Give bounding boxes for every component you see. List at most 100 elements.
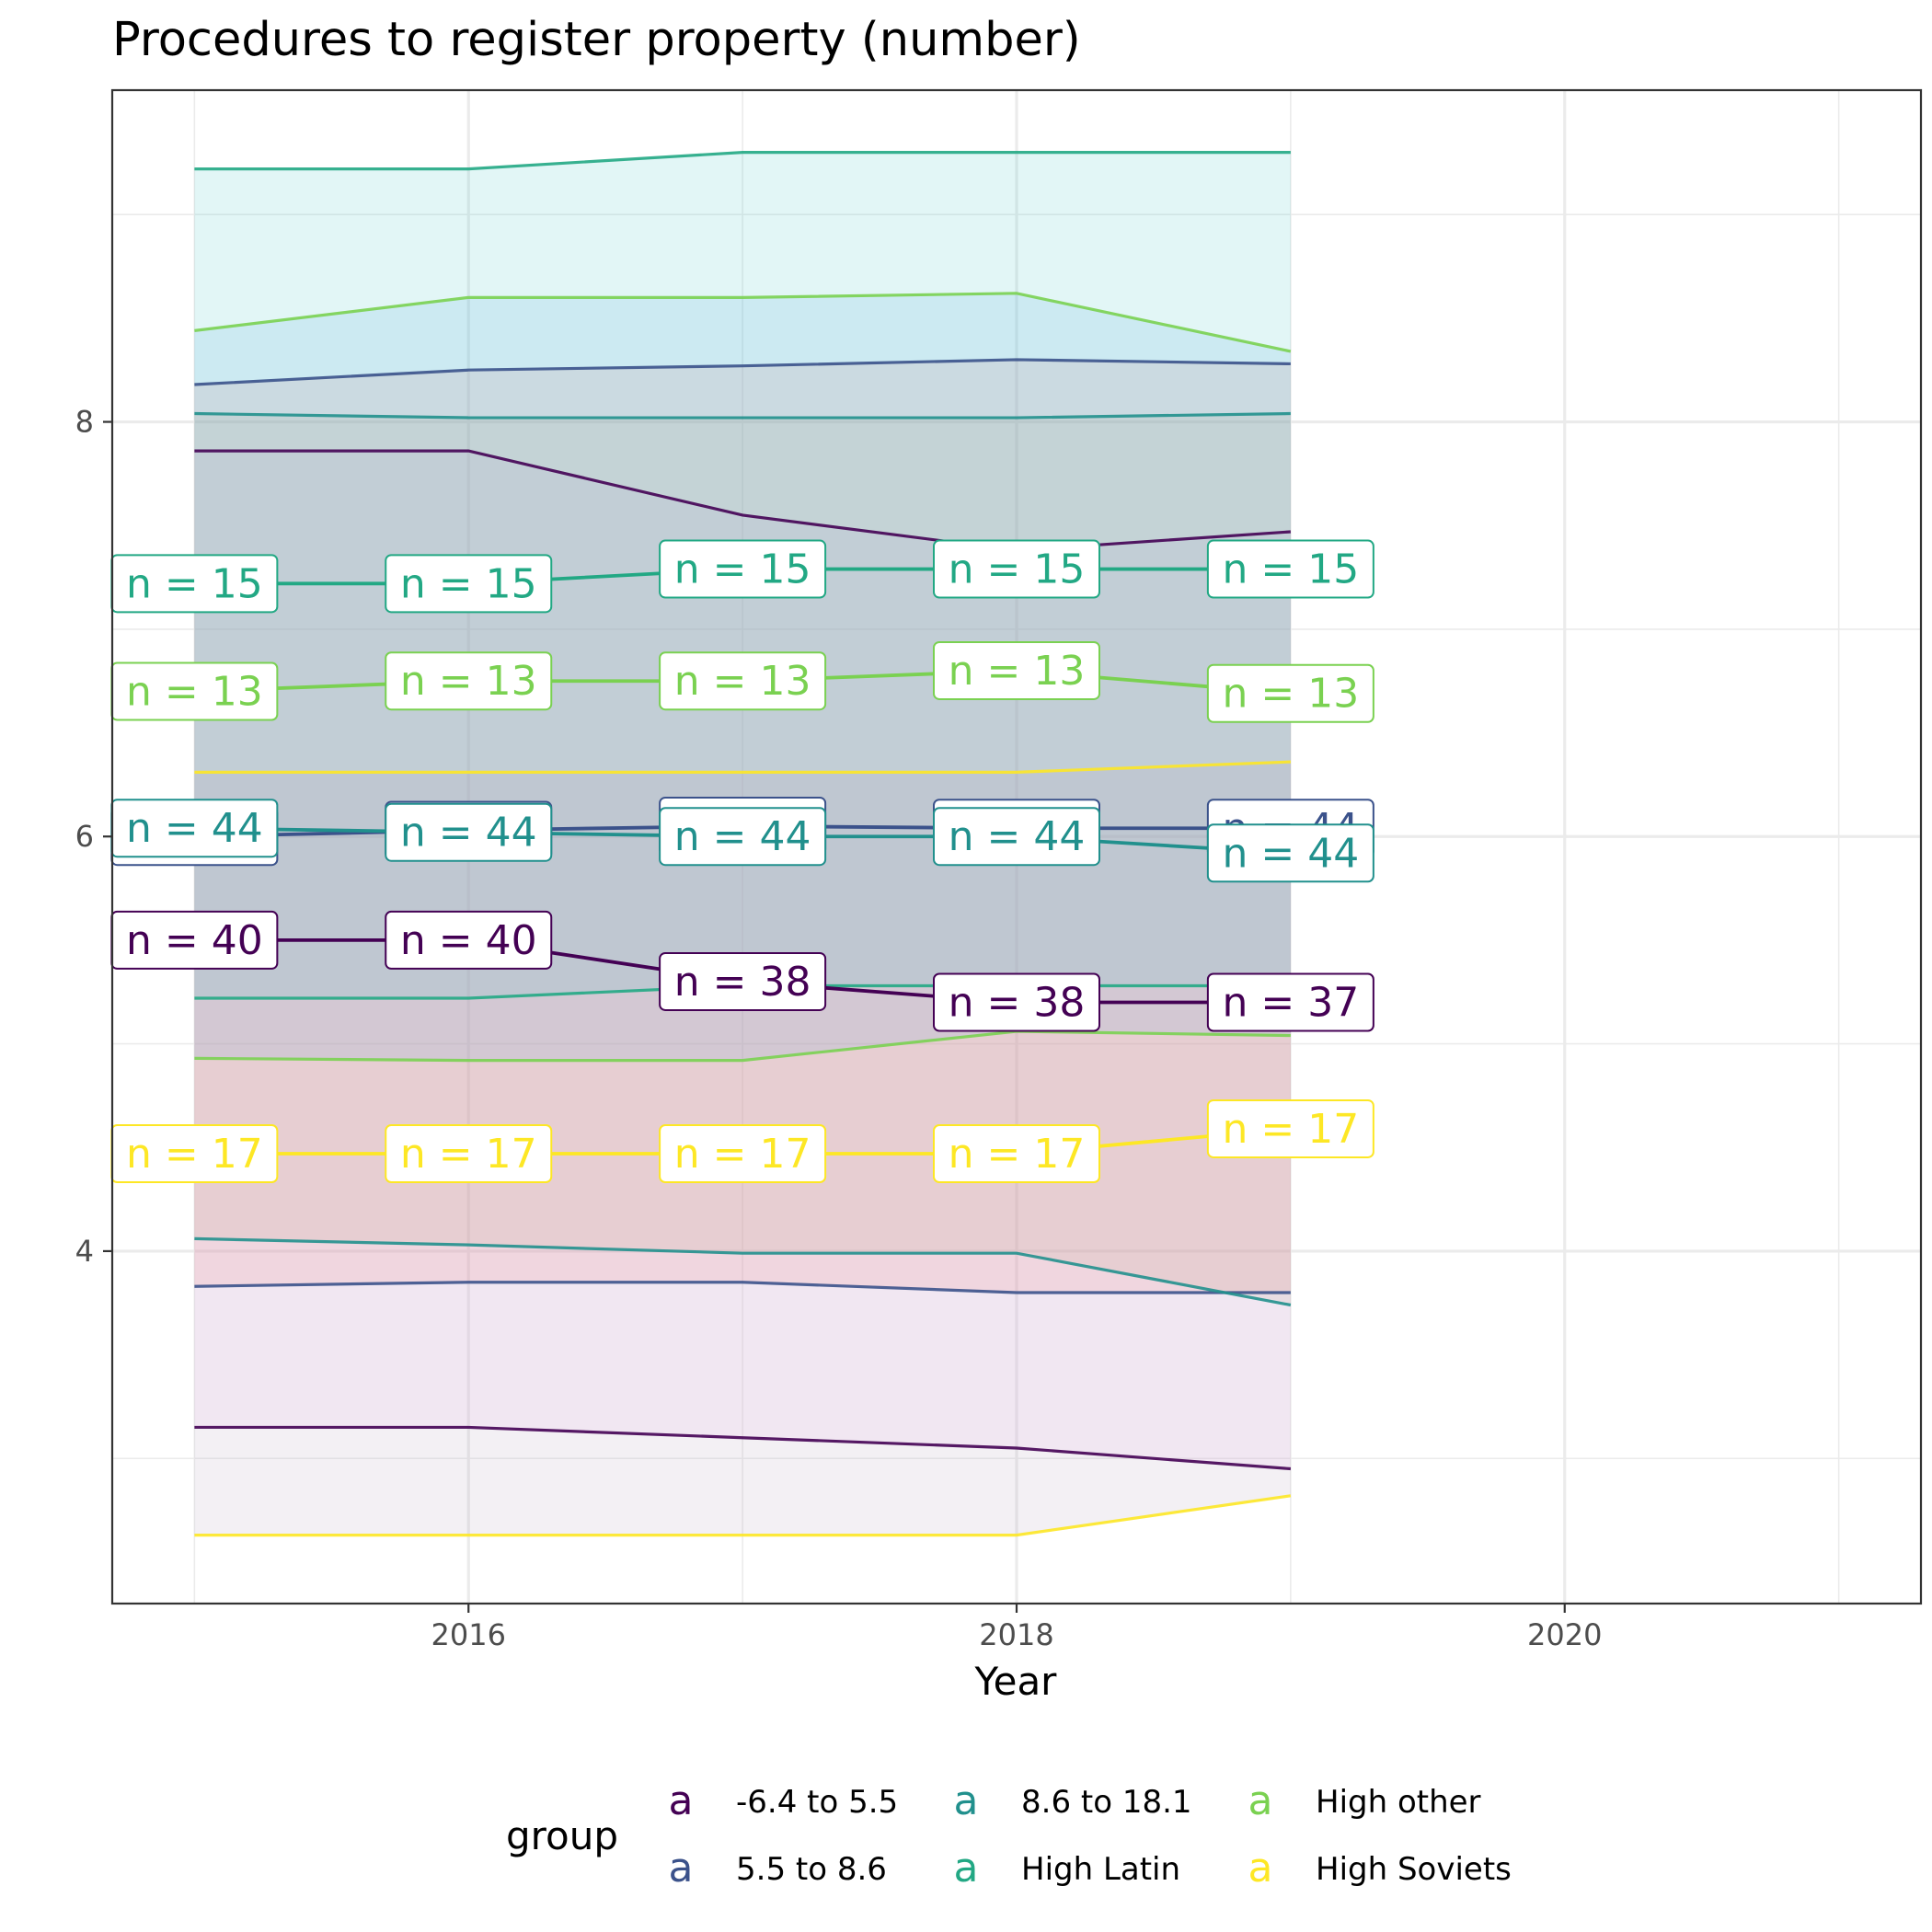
legend-key: a: [669, 1845, 694, 1892]
legend-key: a: [1248, 1845, 1273, 1892]
n-label-text: n = 17: [126, 1131, 263, 1178]
lower-line-8.6 to 18.1: [194, 1236, 1292, 1307]
n-label-text: n = 15: [400, 560, 537, 607]
n-label-box: [933, 640, 1100, 700]
n-label: n = 17: [1206, 1098, 1374, 1158]
legend: group a -6.4 to 5.5 a 5.5 to 8.6 a 8.6 to 18.…: [506, 1777, 1512, 1892]
y-tick-label: 4: [75, 1234, 94, 1269]
n-label-box: [659, 1124, 827, 1184]
n-label: n = 17: [110, 1124, 279, 1184]
n-label-text: n = 38: [674, 959, 811, 1006]
n-label: n = 15: [933, 539, 1100, 599]
n-label-box: [385, 554, 553, 614]
n-label: n = 44: [110, 799, 279, 858]
x-axis-title: Year: [974, 1659, 1058, 1704]
n-label: n = 38: [933, 972, 1100, 1032]
lower-line-High other: [194, 1029, 1291, 1063]
n-label-text: n = 17: [949, 1131, 1086, 1178]
n-label: n = 15: [110, 554, 279, 614]
upper-line--6.4 to 5.5: [194, 449, 1291, 552]
n-label: n = 15: [385, 554, 553, 614]
legend-key: a: [1248, 1777, 1273, 1824]
n-label-text: n = 17: [1223, 1106, 1360, 1153]
legend-key: a: [669, 1777, 694, 1824]
n-label-text: n = 17: [400, 1131, 537, 1178]
n-label-box: [1206, 539, 1374, 599]
chart-title: Procedures to register property (number): [112, 13, 1081, 67]
series-lines: [194, 151, 1292, 1537]
n-label-box: [385, 910, 553, 970]
n-label-text: n = 15: [949, 546, 1086, 593]
n-label-box: [933, 972, 1100, 1032]
n-label-text: n = 37: [1223, 980, 1360, 1027]
n-label: n = 15: [1206, 539, 1374, 599]
n-label: n = 17: [385, 1124, 553, 1184]
n-label: n = 44: [933, 807, 1100, 867]
legend-label: High Latin: [1021, 1851, 1180, 1888]
n-label-text: n = 40: [126, 917, 263, 964]
upper-line-High other: [194, 292, 1292, 353]
n-label-text: n = 44: [949, 813, 1086, 860]
legend-item: a 8.6 to 18.1: [954, 1777, 1192, 1824]
legend-title: group: [506, 1813, 618, 1858]
y-tick-label: 8: [75, 405, 94, 440]
legend-item: a High Latin: [954, 1845, 1181, 1892]
n-label: n = 13: [933, 640, 1100, 700]
legend-label: -6.4 to 5.5: [736, 1784, 898, 1821]
n-label-box: [385, 651, 553, 711]
n-label-text: n = 44: [400, 810, 537, 857]
n-label-box: [1206, 1098, 1374, 1158]
n-label: n = 17: [659, 1124, 827, 1184]
legend-key: a: [954, 1777, 979, 1824]
legend-label: High other: [1316, 1784, 1481, 1821]
n-label-text: n = 40: [400, 917, 537, 964]
n-label-box: [933, 1124, 1100, 1184]
legend-label: High Soviets: [1316, 1851, 1512, 1888]
n-label: n = 38: [659, 951, 827, 1011]
n-label: n = 40: [385, 910, 553, 970]
legend-item: a High Soviets: [1248, 1845, 1512, 1892]
n-label: n = 13: [1206, 663, 1374, 723]
n-label-box: [385, 802, 553, 862]
n-label: n = 44: [385, 802, 553, 862]
n-label-box: [1206, 663, 1374, 723]
upper-line-8.6 to 18.1: [194, 411, 1291, 420]
n-label-box: [659, 651, 827, 711]
n-label: n = 13: [385, 651, 553, 711]
count-labels: n = 40 n = 40 n = 38 n = 38 n = 37 n = 44 n = …: [110, 539, 1374, 1184]
upper-line-High Soviets: [194, 760, 1291, 774]
n-label-box: [933, 539, 1100, 599]
n-label: n = 17: [933, 1124, 1100, 1184]
x-tick-label: 2016: [431, 1617, 506, 1652]
n-label-box: [659, 951, 827, 1011]
n-label-text: n = 15: [674, 546, 811, 593]
legend-item: a High other: [1248, 1777, 1481, 1824]
lower-line-5.5 to 8.6: [194, 1281, 1291, 1294]
axis-ticks: 2016 2018 2020 4 6 8: [75, 405, 1603, 1652]
n-label-box: [1206, 823, 1374, 883]
n-label-box: [933, 807, 1100, 867]
n-label-text: n = 15: [1223, 546, 1360, 593]
legend-key: a: [954, 1845, 979, 1892]
n-label-text: n = 13: [126, 668, 263, 715]
n-label-text: n = 44: [126, 805, 263, 852]
n-label: n = 44: [659, 807, 827, 867]
y-tick-label: 6: [75, 819, 94, 854]
legend-label: 8.6 to 18.1: [1021, 1784, 1192, 1821]
n-label: n = 44: [1206, 823, 1374, 883]
legend-label: 5.5 to 8.6: [736, 1851, 887, 1888]
n-label-text: n = 17: [674, 1131, 811, 1178]
upper-line-5.5 to 8.6: [194, 358, 1291, 386]
n-label-text: n = 13: [949, 648, 1086, 695]
legend-item: a -6.4 to 5.5: [669, 1777, 899, 1824]
n-label: n = 13: [659, 651, 827, 711]
lower-line-High Soviets: [194, 1494, 1292, 1537]
n-label-box: [659, 807, 827, 867]
n-label: n = 40: [110, 910, 279, 970]
n-label-text: n = 13: [400, 658, 537, 705]
n-label-text: n = 15: [126, 560, 263, 607]
n-label: n = 13: [110, 661, 279, 721]
n-label-text: n = 44: [674, 813, 811, 860]
